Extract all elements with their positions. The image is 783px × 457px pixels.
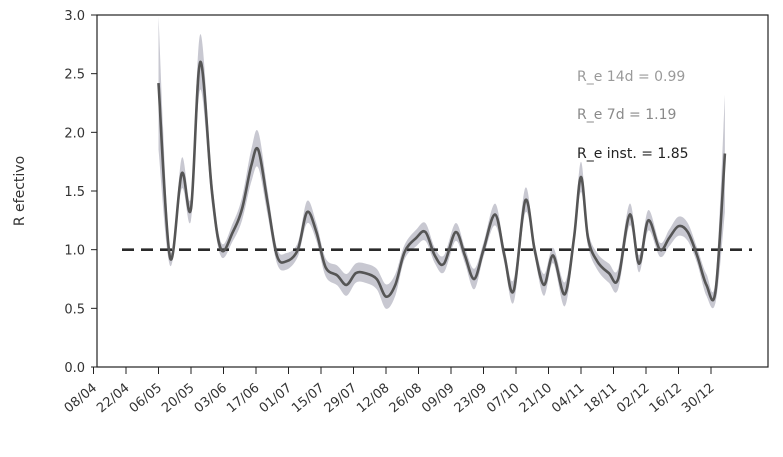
y-tick-label: 2.0	[64, 126, 85, 141]
y-tick-label: 0.0	[64, 361, 85, 376]
series-line-layer	[157, 60, 727, 302]
y-tick-label: 2.5	[64, 68, 85, 83]
annotation-label: R_e inst. = 1.85	[577, 146, 689, 162]
r-efectivo-line	[157, 60, 727, 302]
y-axis-label: R efectivo	[12, 156, 28, 226]
y-tick-label: 1.5	[64, 185, 85, 200]
annotations: R_e 14d = 0.99 R_e 7d = 1.19 R_e inst. = 1…	[577, 69, 689, 162]
y-axis: 0.0 0.5 1.0 1.5 2.0 2.5 3.0	[64, 9, 97, 376]
y-tick-label: 0.5	[64, 302, 85, 317]
annotation-label: R_e 7d = 1.19	[577, 107, 676, 123]
y-tick-label: 3.0	[64, 9, 85, 24]
y-tick-label: 1.0	[64, 244, 85, 259]
annotation-label: R_e 14d = 0.99	[577, 69, 685, 85]
